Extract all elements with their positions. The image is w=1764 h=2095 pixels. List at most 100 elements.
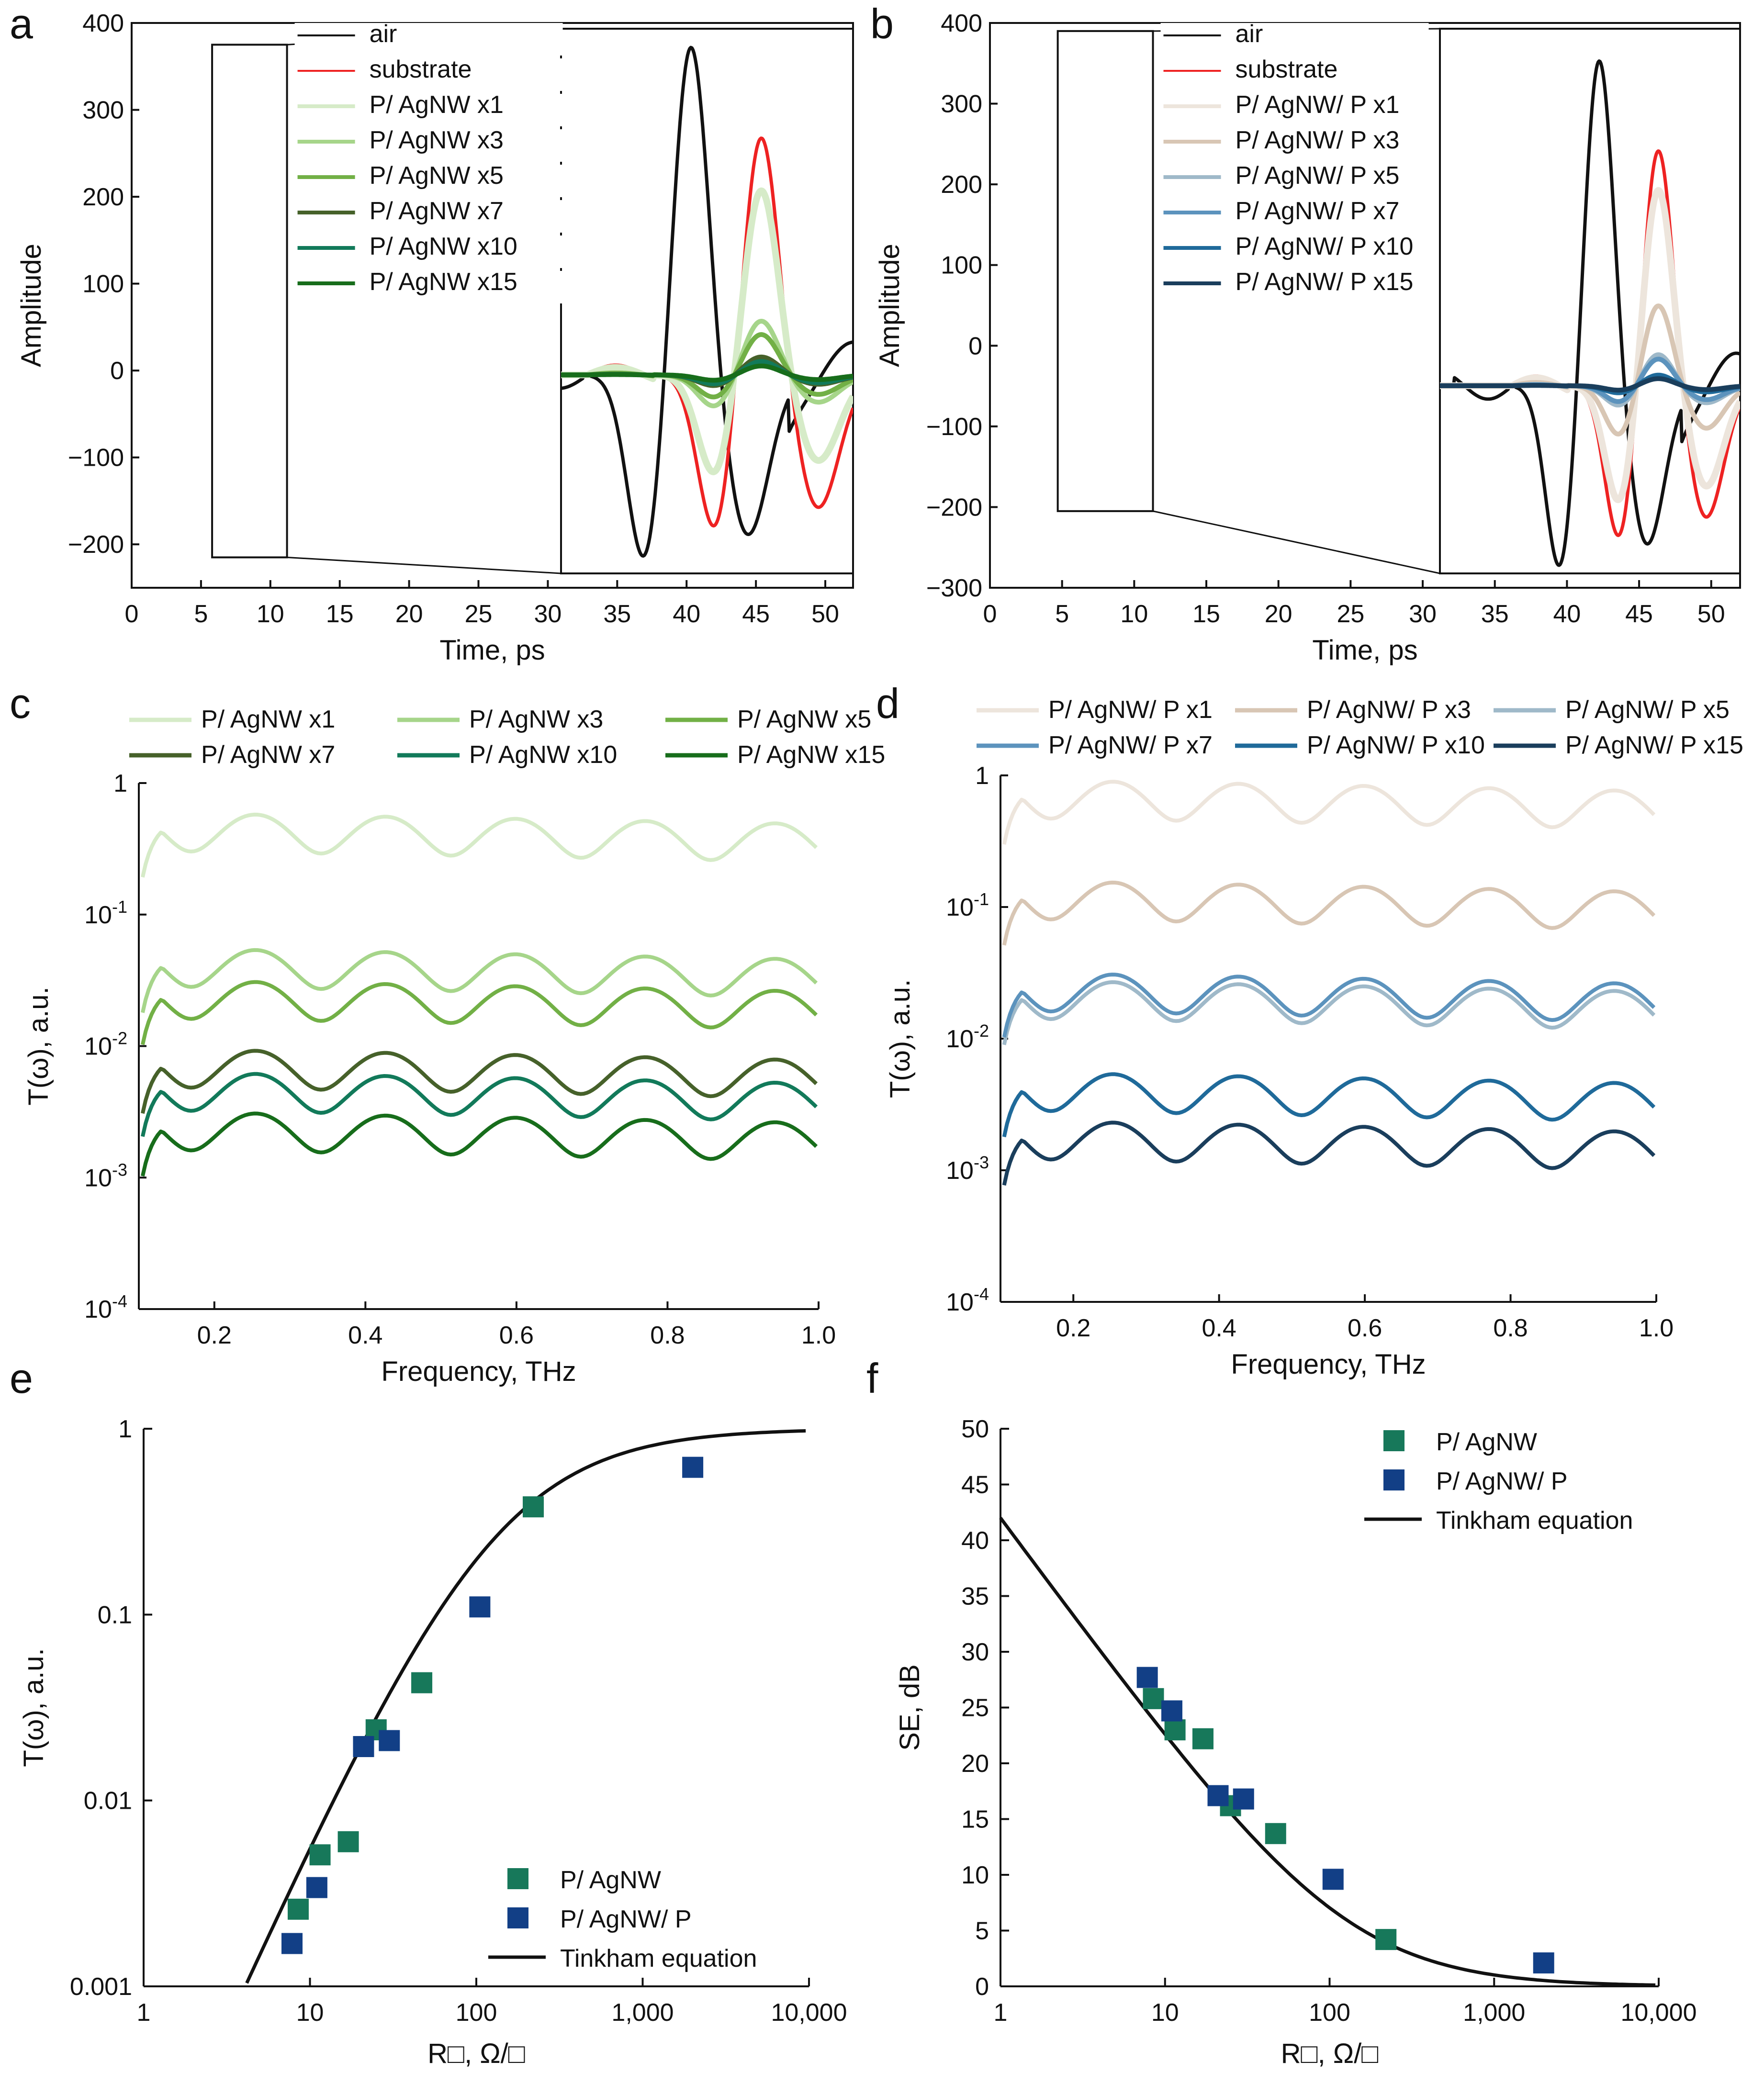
legend-label: P/ AgNW x3	[469, 706, 603, 733]
x-tick-label: 1	[994, 1999, 1008, 2027]
x-tick-label: 15	[1192, 600, 1220, 628]
x-tick-label: 0.6	[1348, 1314, 1382, 1342]
y-tick-label: 40	[961, 1527, 989, 1555]
x-tick-label: 0.2	[1056, 1314, 1090, 1342]
x-axis-label: Frequency, THz	[1231, 1349, 1426, 1380]
series-line	[141, 1049, 818, 1114]
legend-label: P/ AgNW x7	[370, 197, 504, 225]
panel-label-f: f	[866, 1355, 878, 1402]
y-axis-label: Amplitude	[16, 244, 47, 367]
x-tick-label: 0.4	[348, 1322, 382, 1349]
x-tick-label: 1,000	[611, 1999, 674, 2027]
inset-series-line	[1440, 376, 1740, 393]
y-axis-label: SE, dB	[894, 1664, 925, 1751]
legend-label: P/ AgNW/ P x15	[1565, 731, 1743, 759]
x-tick-label: 40	[673, 600, 700, 628]
panel-label-d: d	[876, 680, 899, 727]
y-tick-label: 10-4	[946, 1284, 989, 1316]
x-tick-label: 20	[395, 600, 423, 628]
x-tick-label: 1.0	[801, 1322, 836, 1349]
y-tick-label: −200	[926, 493, 982, 521]
series-line	[132, 354, 554, 381]
panel-label-a: a	[10, 0, 33, 47]
x-tick-label: 5	[194, 600, 208, 628]
legend-bg	[294, 271, 563, 303]
legend-label: P/ AgNW/ P x1	[1048, 696, 1213, 724]
inset-frame	[560, 28, 854, 574]
y-tick-label: 30	[961, 1638, 989, 1666]
legend-bg	[1160, 165, 1429, 197]
x-tick-label: 0.8	[1493, 1314, 1528, 1342]
series-line	[990, 322, 1429, 359]
x-tick-label: 5	[1055, 600, 1069, 628]
x-tick-label: 0.4	[1202, 1314, 1236, 1342]
series-line	[141, 812, 818, 878]
legend-label: air	[1236, 20, 1263, 48]
zoom-box	[211, 44, 288, 559]
legend-bg	[294, 200, 563, 233]
y-tick-label: 0.001	[70, 1973, 132, 2001]
data-point	[522, 1496, 544, 1518]
data-point	[1192, 1728, 1213, 1749]
legend-label: P/ AgNW/ P x7	[1236, 197, 1400, 225]
legend-swatch	[507, 1907, 528, 1928]
y-tick-label: 10-1	[84, 897, 127, 929]
legend-bg	[1160, 271, 1429, 303]
legend-label: P/ AgNW x5	[370, 162, 504, 190]
x-tick-label: 1	[137, 1999, 151, 2027]
y-tick-label: 10-2	[946, 1021, 989, 1053]
y-tick-label: 300	[941, 90, 982, 118]
data-point	[1136, 1667, 1158, 1688]
legend-bg	[1160, 200, 1429, 233]
x-tick-label: 25	[465, 600, 493, 628]
legend-label: Tinkham equation	[1436, 1507, 1633, 1535]
legend-label: substrate	[1236, 56, 1338, 83]
y-tick-label: 400	[82, 10, 124, 37]
series-line	[990, 318, 1429, 363]
zoom-connector	[1153, 510, 1440, 574]
y-tick-label: 45	[961, 1471, 989, 1499]
data-point	[337, 1831, 359, 1852]
legend-swatch	[1383, 1469, 1404, 1490]
x-tick-label: 0.6	[499, 1322, 534, 1349]
data-point	[1143, 1688, 1164, 1709]
x-tick-label: 50	[1697, 600, 1725, 628]
series-line	[141, 948, 818, 1013]
legend-label: P/ AgNW/ P x7	[1048, 731, 1213, 759]
data-point	[1533, 1952, 1554, 1974]
data-point	[306, 1877, 327, 1898]
data-point	[379, 1730, 400, 1751]
y-tick-label: 0.1	[98, 1601, 132, 1629]
y-tick-label: 0	[110, 357, 124, 385]
series-line	[132, 358, 554, 379]
legend-label: P/ AgNW/ P x5	[1236, 162, 1400, 190]
x-tick-label: 0.2	[197, 1322, 232, 1349]
data-point	[1265, 1823, 1286, 1844]
legend-bg	[1160, 94, 1429, 126]
x-axis-label: Frequency, THz	[381, 1356, 576, 1387]
y-tick-label: −100	[68, 444, 124, 472]
y-axis-label: T(ω), a.u.	[18, 1648, 49, 1767]
panel-label-b: b	[870, 0, 894, 47]
legend-label: P/ AgNW/ P	[560, 1905, 692, 1933]
x-axis-label: Time, ps	[1312, 635, 1417, 666]
tinkham-curve	[999, 1517, 1656, 1987]
series-line	[141, 1111, 818, 1177]
x-tick-label: 10,000	[771, 1999, 847, 2027]
inset-series-group	[561, 45, 853, 558]
legend-label: P/ AgNW x15	[370, 268, 517, 296]
y-tick-label: 25	[961, 1694, 989, 1722]
x-tick-label: 45	[742, 600, 770, 628]
zoom-connector	[287, 556, 562, 574]
legend-label: P/ AgNW/ P x1	[1236, 91, 1400, 119]
x-tick-label: 0.8	[650, 1322, 685, 1349]
legend-bg	[294, 165, 563, 197]
y-tick-label: 100	[941, 252, 982, 280]
data-point	[353, 1736, 374, 1758]
y-axis-label: T(ω), a.u.	[23, 986, 54, 1105]
legend-label: P/ AgNW/ P x5	[1565, 696, 1730, 724]
y-tick-label: 400	[941, 10, 982, 37]
data-point	[411, 1672, 433, 1693]
y-tick-label: −200	[68, 531, 124, 559]
data-point	[682, 1456, 704, 1478]
